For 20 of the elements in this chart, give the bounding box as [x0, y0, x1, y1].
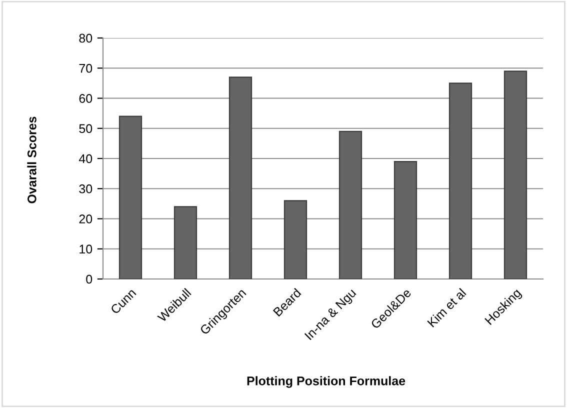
- y-axis-title: Ovarall Scores: [27, 116, 36, 204]
- bar: [118, 116, 142, 279]
- y-tick-label: 60: [79, 94, 92, 103]
- bar: [394, 160, 418, 279]
- y-tick-label: 10: [80, 244, 92, 254]
- y-tick-label: 40: [78, 154, 92, 164]
- y-tick-label: 20: [79, 214, 92, 224]
- bar: [284, 200, 308, 279]
- bar: [504, 70, 528, 279]
- bar: [448, 82, 472, 279]
- bar: [338, 130, 362, 279]
- x-tick-label: Kim et al: [426, 288, 466, 328]
- y-tick-label: 80: [79, 34, 92, 43]
- y-tick-label: 50: [79, 124, 92, 134]
- y-tick-label: 70: [79, 64, 92, 73]
- y-tick-label: 30: [79, 184, 92, 194]
- x-axis-title: Plotting Position Formulae: [247, 376, 406, 388]
- bar: [174, 206, 198, 279]
- bar: [228, 76, 252, 279]
- y-tick-label: 0: [86, 274, 92, 284]
